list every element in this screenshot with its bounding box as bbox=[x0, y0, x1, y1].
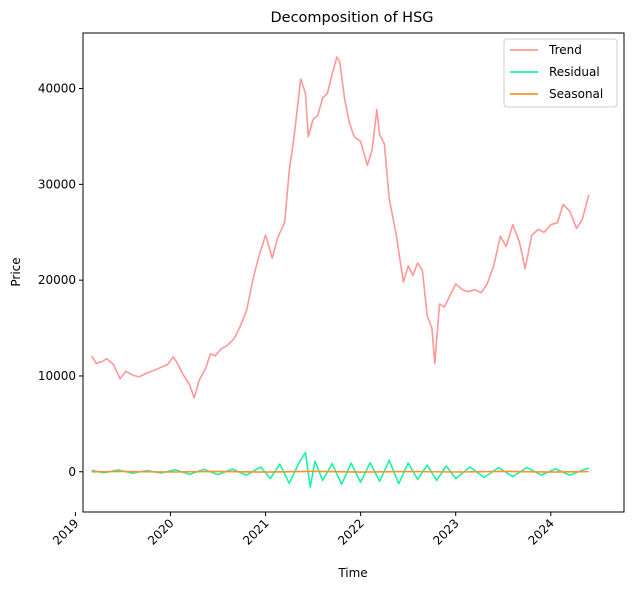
y-tick-label: 40000 bbox=[38, 82, 76, 96]
legend-label-seasonal: Seasonal bbox=[549, 87, 603, 101]
x-tick-label: 2023 bbox=[430, 516, 461, 547]
plot-area bbox=[90, 56, 590, 488]
series-line-trend bbox=[90, 56, 590, 399]
x-tick-label: 2019 bbox=[50, 516, 81, 547]
x-axis-label: Time bbox=[337, 566, 367, 580]
x-tick-label: 2022 bbox=[335, 516, 366, 547]
y-tick-label: 30000 bbox=[38, 177, 76, 191]
series-line-residual bbox=[91, 451, 590, 488]
y-axis: 0 10000 20000 30000 40000 bbox=[38, 82, 83, 479]
legend-label-trend: Trend bbox=[548, 43, 582, 57]
x-axis: 2019 2020 2021 2022 2023 2024 bbox=[50, 512, 557, 548]
series-line-seasonal bbox=[91, 470, 589, 473]
y-tick-label: 20000 bbox=[38, 273, 76, 287]
legend: Trend Residual Seasonal bbox=[503, 38, 618, 108]
plot-frame bbox=[82, 32, 625, 513]
y-tick-label: 10000 bbox=[38, 369, 76, 383]
x-tick-label: 2021 bbox=[240, 516, 271, 547]
chart-title: Decomposition of HSG bbox=[270, 10, 433, 26]
legend-frame bbox=[503, 38, 618, 108]
x-tick-label: 2020 bbox=[145, 516, 176, 547]
y-tick-label: 0 bbox=[68, 465, 76, 479]
y-axis-label: Price bbox=[9, 257, 23, 286]
legend-label-residual: Residual bbox=[549, 65, 600, 79]
x-tick-label: 2024 bbox=[525, 516, 556, 547]
